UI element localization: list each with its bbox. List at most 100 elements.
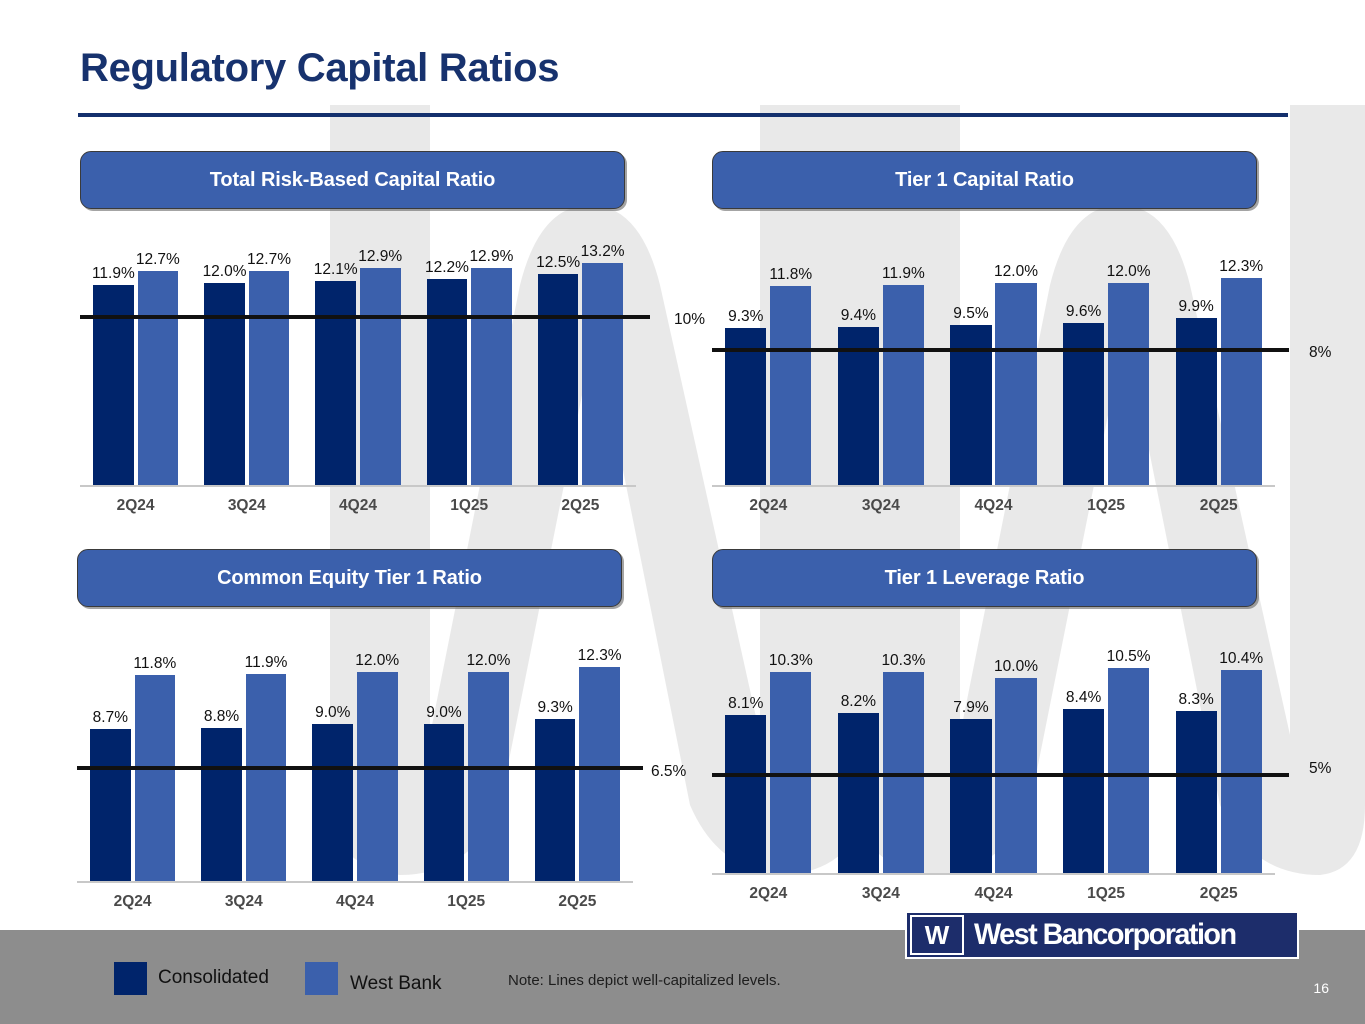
bar-value-label: 9.3% bbox=[728, 308, 764, 326]
bar-value-label: 8.3% bbox=[1178, 691, 1214, 709]
bar-value-label: 10.3% bbox=[768, 652, 813, 670]
bar-value-label: 9.0% bbox=[426, 704, 462, 722]
bar-value-label: 9.3% bbox=[537, 698, 573, 716]
x-axis-label: 2Q24 bbox=[116, 497, 155, 514]
bar-value-label: 12.0% bbox=[202, 262, 247, 280]
x-axis-label: 2Q25 bbox=[558, 893, 597, 910]
bar-value-label: 9.0% bbox=[315, 704, 351, 722]
chart-total-risk-based-capital-ratio: 11.9% 12.7% 12.0% 12.7% 12.1% 12.9% 12.2% 12.9%… bbox=[80, 237, 705, 514]
x-axis-label: 2Q24 bbox=[113, 893, 152, 910]
bar-value-label: 12.9% bbox=[358, 247, 403, 265]
reference-line-label: 10% bbox=[674, 310, 706, 328]
x-axis-label: 3Q24 bbox=[227, 497, 266, 514]
page-number: 16 bbox=[1313, 980, 1329, 996]
bar-consolidated bbox=[837, 713, 879, 873]
bar-west-bank bbox=[1220, 277, 1262, 485]
well-capitalized-reference-line bbox=[712, 773, 1289, 778]
x-axis-label: 1Q25 bbox=[1087, 885, 1126, 902]
logo-w-icon: W bbox=[910, 915, 964, 955]
bar-value-label: 11.8% bbox=[133, 655, 177, 673]
reference-line-label: 8% bbox=[1309, 344, 1332, 362]
bar-consolidated bbox=[312, 724, 354, 881]
legend-swatch-consolidated bbox=[114, 962, 147, 995]
bar-west-bank bbox=[1108, 668, 1150, 873]
bar-value-label: 12.3% bbox=[1219, 257, 1264, 275]
x-axis-line bbox=[712, 485, 1275, 487]
bar-value-label: 10.0% bbox=[994, 657, 1038, 675]
bar-value-label: 11.9% bbox=[882, 264, 925, 282]
x-axis-label: 1Q25 bbox=[450, 497, 489, 514]
bar-consolidated bbox=[201, 727, 242, 881]
bar-value-label: 12.0% bbox=[466, 651, 511, 669]
bar-value-label: 11.9% bbox=[91, 264, 135, 282]
x-axis-label: 4Q24 bbox=[974, 885, 1013, 902]
bar-west-bank bbox=[356, 671, 398, 881]
bar-value-label: 13.2% bbox=[580, 242, 625, 260]
bar-west-bank bbox=[137, 271, 179, 485]
bar-consolidated bbox=[534, 718, 576, 881]
bar-consolidated bbox=[725, 715, 767, 873]
bar-west-bank bbox=[471, 267, 512, 485]
panel-title: Total Risk-Based Capital Ratio bbox=[80, 151, 625, 209]
bar-consolidated bbox=[1063, 709, 1105, 873]
bar-consolidated bbox=[950, 718, 992, 873]
x-axis-label: 3Q24 bbox=[861, 497, 900, 514]
bar-value-label: 12.7% bbox=[135, 251, 180, 269]
page-title: Regulatory Capital Ratios bbox=[80, 46, 560, 90]
bar-west-bank bbox=[770, 286, 812, 485]
panel-title: Tier 1 Capital Ratio bbox=[712, 151, 1257, 209]
x-axis-label: 3Q24 bbox=[224, 893, 263, 910]
bar-west-bank bbox=[134, 675, 176, 881]
bar-west-bank bbox=[359, 267, 401, 485]
bar-west-bank bbox=[1220, 670, 1262, 873]
bar-value-label: 7.9% bbox=[953, 698, 989, 716]
bar-west-bank bbox=[248, 271, 290, 485]
panel-title: Common Equity Tier 1 Ratio bbox=[77, 549, 622, 607]
x-axis-label: 2Q24 bbox=[749, 885, 788, 902]
bar-consolidated bbox=[90, 729, 131, 881]
chart-tier-1-leverage-ratio: 8.1% 10.3% 8.2% 10.3% 7.9% 10.0% 8.4% 10.5% 8.3%… bbox=[712, 635, 1331, 902]
panel-tier-1-leverage-ratio: Tier 1 Leverage Ratio 8.1% 10.3% 8.2% 10.3%… bbox=[712, 549, 1331, 902]
bar-value-label: 8.4% bbox=[1065, 689, 1102, 707]
bar-value-label: 11.8% bbox=[769, 266, 813, 284]
bar-west-bank bbox=[582, 262, 623, 485]
bar-west-bank bbox=[245, 673, 287, 881]
x-axis-label: 2Q25 bbox=[1199, 497, 1238, 514]
bar-consolidated bbox=[537, 274, 579, 485]
bar-value-label: 9.4% bbox=[840, 306, 877, 324]
x-axis-label: 3Q24 bbox=[861, 885, 900, 902]
panel-title: Tier 1 Leverage Ratio bbox=[712, 549, 1257, 607]
well-capitalized-reference-line bbox=[80, 314, 650, 319]
panel-tier-1-capital-ratio: Tier 1 Capital Ratio 9.3% 11.8% 9.4% 11.9% 9… bbox=[712, 151, 1331, 514]
x-axis-label: 2Q25 bbox=[561, 497, 600, 514]
x-axis-line bbox=[80, 485, 636, 487]
bar-value-label: 12.0% bbox=[994, 262, 1038, 280]
bar-value-label: 12.0% bbox=[355, 651, 400, 669]
bar-west-bank bbox=[1108, 282, 1150, 485]
x-axis-line bbox=[77, 881, 633, 883]
bar-value-label: 12.9% bbox=[469, 247, 514, 265]
x-axis-label: 1Q25 bbox=[447, 893, 486, 910]
x-axis-label: 4Q24 bbox=[974, 497, 1013, 514]
reference-line-label: 6.5% bbox=[651, 762, 687, 780]
legend-label-west-bank: West Bank bbox=[350, 973, 442, 994]
legend-note: Note: Lines depict well-capitalized leve… bbox=[508, 972, 781, 989]
bar-value-label: 11.9% bbox=[244, 653, 288, 671]
bar-consolidated bbox=[1175, 711, 1217, 873]
bar-consolidated bbox=[315, 281, 357, 485]
west-bancorporation-logo: W West Bancorporation bbox=[905, 911, 1299, 959]
x-axis-label: 1Q25 bbox=[1087, 497, 1126, 514]
x-axis-label: 2Q24 bbox=[749, 497, 788, 514]
bar-value-label: 9.5% bbox=[953, 304, 989, 322]
legend-label-consolidated: Consolidated bbox=[158, 967, 269, 988]
bar-west-bank bbox=[882, 284, 924, 485]
legend-swatch-west-bank bbox=[305, 962, 338, 995]
x-axis-label: 2Q25 bbox=[1199, 885, 1238, 902]
bar-consolidated bbox=[426, 279, 468, 485]
bar-consolidated bbox=[204, 282, 245, 485]
bar-value-label: 8.1% bbox=[728, 695, 764, 713]
bar-value-label: 12.0% bbox=[1106, 262, 1151, 280]
bar-west-bank bbox=[468, 671, 509, 881]
bar-consolidated bbox=[423, 724, 465, 881]
bar-value-label: 12.7% bbox=[247, 251, 291, 269]
